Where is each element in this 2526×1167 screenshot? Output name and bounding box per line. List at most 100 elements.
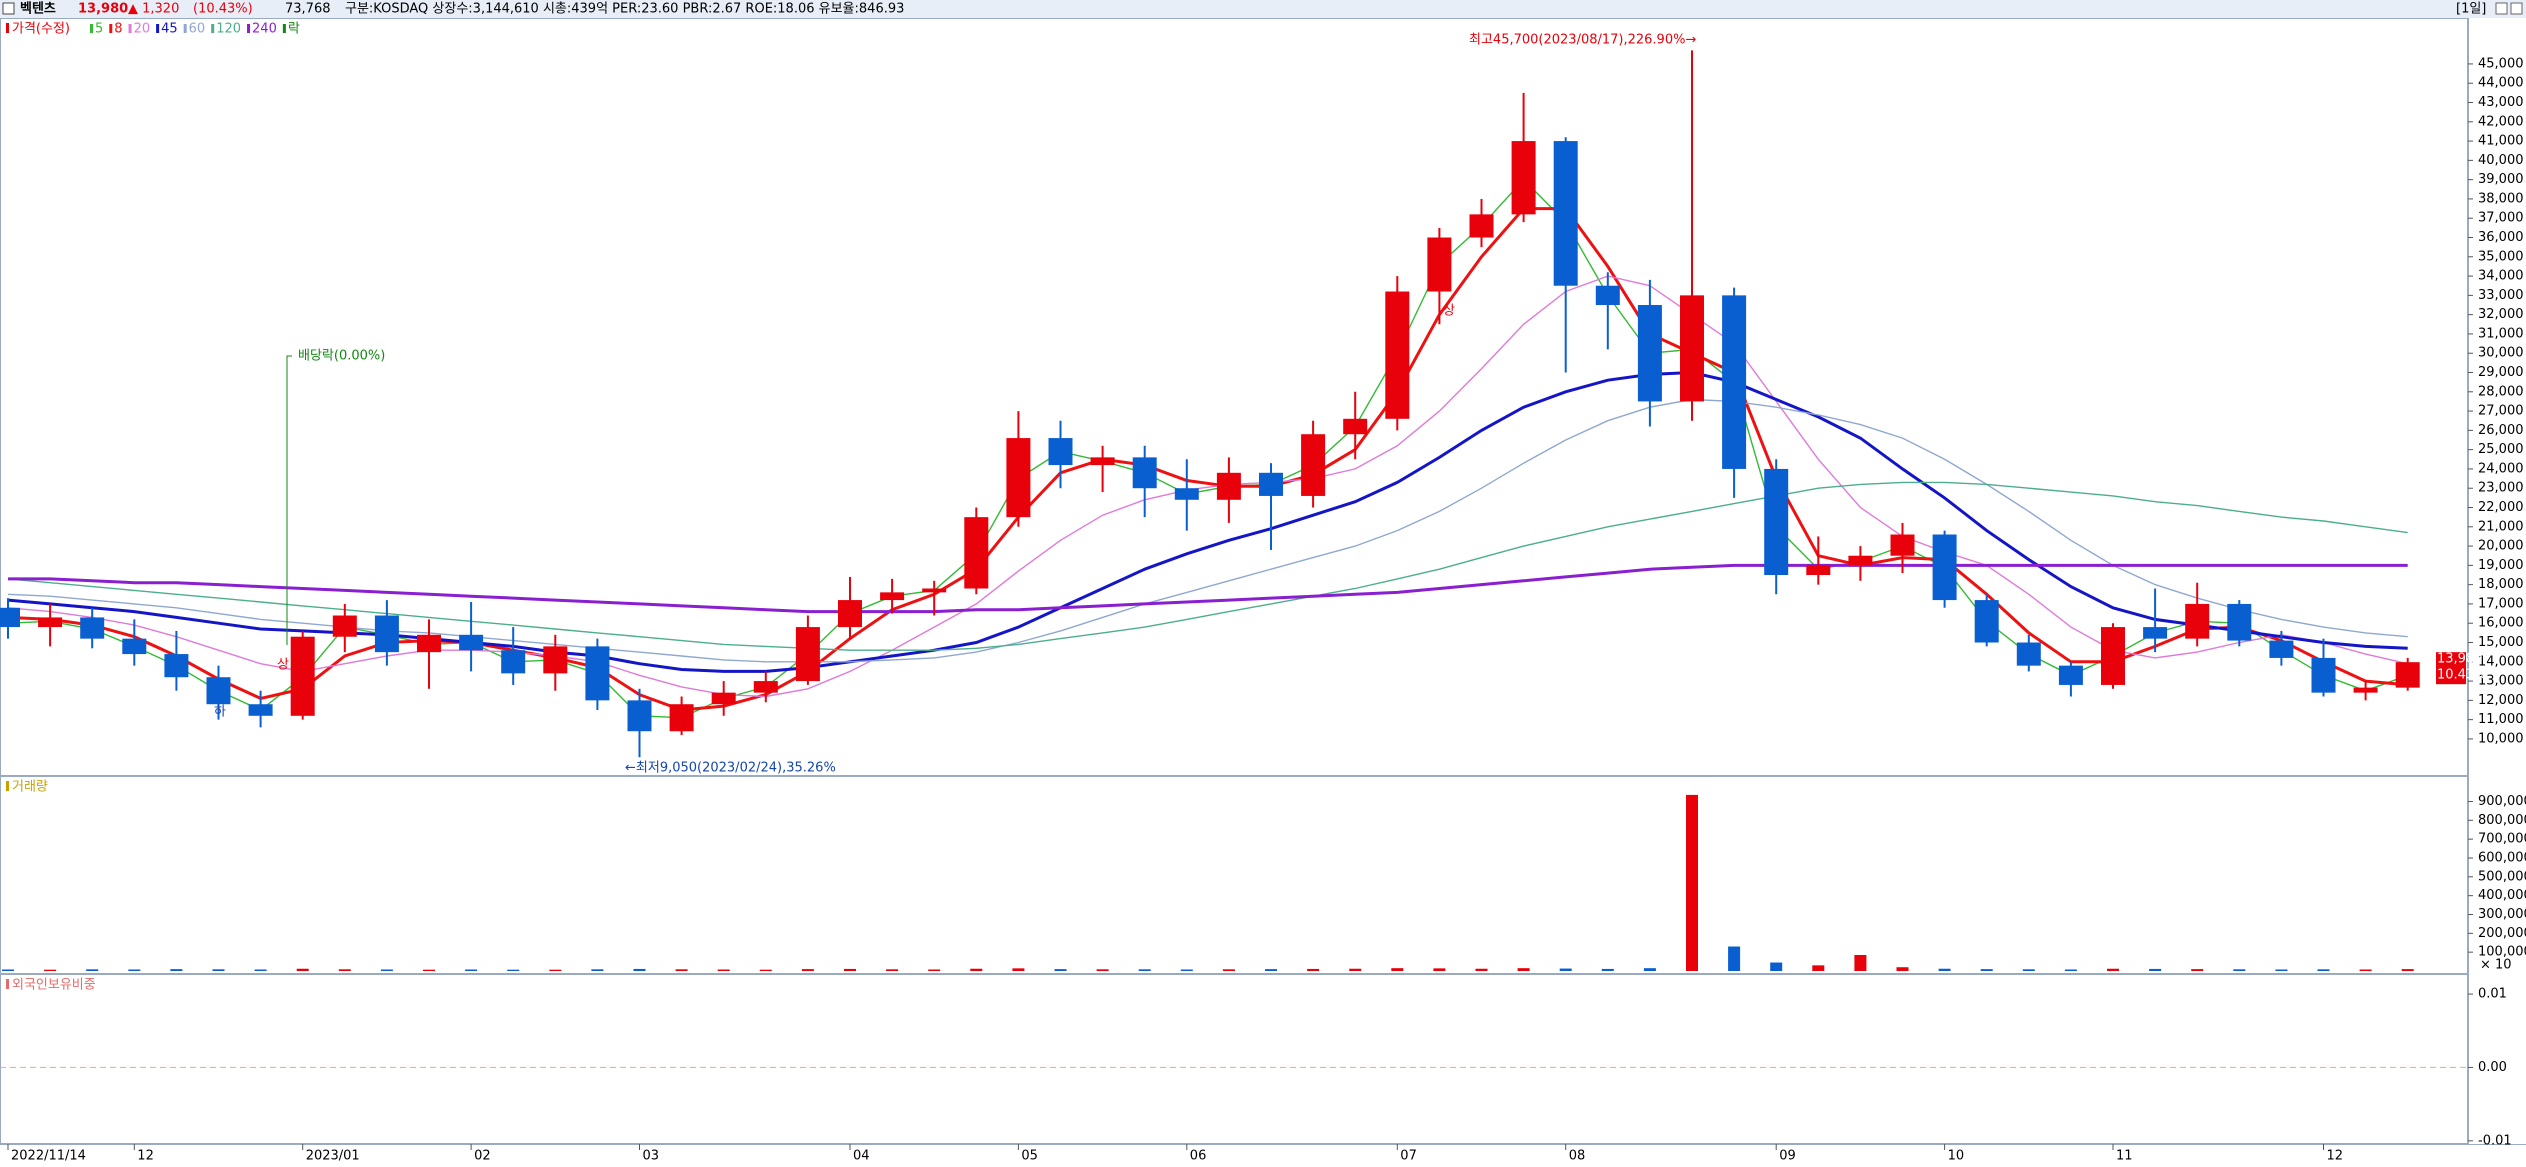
candle-body: [2395, 662, 2420, 688]
checkbox[interactable]: [2, 2, 15, 15]
y-tick-label: 900,000: [2478, 794, 2526, 809]
stock-volume: 73,768: [285, 2, 331, 17]
volume-bar: [801, 969, 814, 971]
x-tick-label: 05: [1021, 1149, 1038, 1164]
candle-body: [669, 704, 694, 732]
candle-body: [1048, 438, 1073, 466]
candle-body: [1090, 457, 1115, 466]
y-tick-label: 24,000: [2478, 461, 2524, 476]
candle-body: [1259, 472, 1283, 496]
candle-body: [164, 654, 189, 678]
y-tick-label: 700,000: [2478, 832, 2526, 847]
y-tick-label: 43,000: [2478, 95, 2524, 110]
candle-body: [543, 646, 568, 674]
volume-bar: [928, 969, 941, 971]
candle-body: [417, 634, 441, 653]
y-tick-label: 26,000: [2478, 423, 2524, 438]
legend-icon: [6, 781, 9, 791]
y-tick-label: 30,000: [2478, 346, 2524, 361]
volume-bar: [1938, 968, 1951, 971]
y-tick-label: 10,000: [2478, 731, 2524, 746]
annotation: 하: [214, 705, 226, 720]
y-tick-label: 100,000: [2478, 945, 2526, 960]
window-button[interactable]: [2510, 2, 2523, 15]
period[interactable]: [1일]: [2456, 2, 2486, 17]
foreign-panel: [0, 974, 2468, 1144]
y-tick-label: 35,000: [2478, 249, 2524, 264]
volume-bar: [1012, 968, 1025, 971]
x-tick-label: 12: [2327, 1149, 2344, 1164]
volume-bar: [1728, 946, 1741, 971]
volume-bar: [1770, 962, 1783, 971]
x-tick-label: 09: [1779, 1149, 1796, 1164]
x-tick-label: 02: [474, 1149, 491, 1164]
volume-bar: [380, 969, 393, 971]
y-tick-label: 40,000: [2478, 153, 2524, 168]
candle-body: [332, 615, 357, 637]
volume-bar: [1265, 969, 1277, 971]
candle-body: [795, 627, 820, 682]
legend-title: 가격(수정): [12, 22, 70, 37]
y-tick-label: 38,000: [2478, 191, 2524, 206]
volume-bar: [44, 969, 57, 971]
volume-bar: [1349, 968, 1362, 971]
candle-body: [38, 617, 63, 628]
candle-body: [1343, 418, 1368, 435]
candle-body: [2058, 665, 2083, 685]
y-tick-label: 44,000: [2478, 76, 2524, 91]
y-tick-label: 39,000: [2478, 172, 2524, 187]
candle-body: [459, 634, 484, 651]
candle-body: [1427, 237, 1452, 292]
candle-body: [2269, 640, 2294, 658]
volume-bar: [2359, 969, 2372, 971]
volume-bar: [2149, 968, 2162, 971]
candle-body: [711, 692, 736, 705]
y-tick-label: 800,000: [2478, 813, 2526, 828]
legend-item: 60: [189, 22, 206, 37]
annotation: 상: [277, 658, 289, 673]
volume-bar: [2233, 969, 2246, 971]
price-tag-price: 13,980: [2437, 652, 2483, 667]
x-tick-label: 2023/01: [306, 1149, 360, 1164]
candle-body: [2143, 627, 2168, 639]
window-button[interactable]: [2495, 2, 2508, 15]
volume-bar: [2, 969, 14, 971]
candle-body: [1553, 141, 1578, 286]
y-tick-label: 36,000: [2478, 230, 2524, 245]
volume-bar: [296, 968, 309, 971]
price-tag: [2436, 652, 2466, 685]
legend-item: 20: [134, 22, 151, 37]
volume-bar: [549, 969, 562, 971]
legend-swatch: [247, 24, 251, 33]
moving-average: [7, 481, 2408, 651]
volume-bar: [465, 969, 478, 971]
volume-bar: [1896, 967, 1909, 971]
y-tick-label: 42,000: [2478, 114, 2524, 129]
moving-average: [7, 275, 2408, 698]
y-tick-label: -0.01: [2478, 1133, 2512, 1148]
volume-bar: [254, 969, 267, 971]
legend-swatch: [109, 24, 113, 33]
legend-swatch: [156, 24, 160, 33]
x-tick-label: 2022/11/14: [11, 1149, 86, 1164]
y-tick-label: 19,000: [2478, 558, 2524, 573]
candle-body: [1385, 291, 1410, 419]
legend-item: 120: [216, 22, 241, 37]
annotation: 배당락(0.00%): [298, 349, 385, 364]
volume-bar: [2022, 969, 2035, 971]
moving-average: [7, 207, 2408, 712]
title-bar: [0, 0, 2526, 18]
y-tick-label: 29,000: [2478, 365, 2524, 380]
candle-body: [1974, 600, 1999, 643]
legend-icon: [6, 979, 9, 989]
legend-swatch: [282, 24, 286, 33]
legend-item: 8: [114, 22, 122, 37]
legend-item: 5: [95, 22, 103, 37]
y-tick-label: 16,000: [2478, 616, 2524, 631]
volume-bar: [1559, 968, 1572, 971]
volume-bar: [759, 969, 772, 971]
x-tick-label: 04: [853, 1149, 870, 1164]
legend-swatch: [211, 24, 215, 33]
candle-body: [1006, 438, 1031, 518]
